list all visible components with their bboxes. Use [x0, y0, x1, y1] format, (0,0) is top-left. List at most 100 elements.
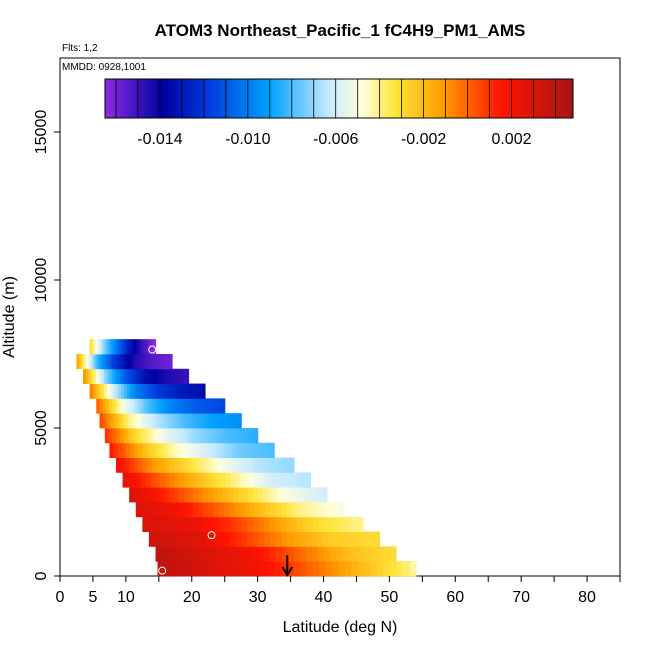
colorbar-swatch	[413, 79, 418, 118]
heatmap-cell-band-13	[151, 368, 155, 384]
heatmap-cell-band-3	[252, 516, 259, 532]
colorbar-swatch	[459, 79, 465, 118]
heatmap-cell-band-15	[102, 339, 106, 355]
colorbar-swatch	[378, 79, 383, 118]
heatmap-cell-band-14	[100, 354, 104, 370]
heatmap-cell-band-0	[318, 561, 326, 577]
heatmap-cell-band-1	[191, 546, 199, 562]
heatmap-cell-band-13	[183, 368, 187, 384]
x-tick-label: 0	[56, 589, 65, 606]
x-tick-label: 40	[315, 589, 333, 606]
heatmap-cell-band-1	[251, 546, 259, 562]
heatmap-cell-band-7	[129, 457, 135, 473]
heatmap-cell-band-10	[170, 413, 175, 429]
colorbar-swatch	[323, 79, 328, 118]
colorbar-swatch	[128, 79, 133, 118]
heatmap-cell-band-7	[271, 457, 277, 473]
y-tick-label: 10000	[33, 258, 50, 303]
heatmap-cell-band-14	[93, 354, 97, 370]
colorbar-swatch	[354, 79, 359, 118]
heatmap-cell-band-4	[229, 502, 235, 518]
heatmap-cell-band-5	[134, 487, 140, 503]
heatmap-cell-band-10	[163, 413, 168, 429]
heatmap-cell-band-4	[223, 502, 230, 518]
colorbar-swatch	[202, 79, 207, 118]
heatmap-cell-band-10	[205, 413, 210, 429]
colorbar-swatch	[222, 79, 227, 118]
heatmap-cell-band-11	[109, 398, 113, 414]
heatmap-cell-band-8	[125, 442, 131, 458]
heatmap-cell-band-7	[253, 457, 259, 473]
heatmap-cell-band-14	[109, 354, 113, 370]
colorbar-swatch	[549, 79, 554, 118]
heatmap-cell-band-9	[192, 428, 198, 444]
heatmap-cell-band-8	[142, 442, 148, 458]
heatmap-cell-band-15	[97, 339, 101, 355]
heatmap-cell-band-12	[155, 383, 160, 399]
heatmap-cell-band-10	[216, 413, 221, 429]
heatmap-cell-band-4	[161, 502, 168, 518]
heatmap-cell-band-6	[122, 472, 128, 488]
heatmap-cell-band-7	[204, 457, 210, 473]
heatmap-cell-band-15	[106, 339, 109, 355]
heatmap-cell-band-14	[102, 354, 106, 370]
heatmap-cell-band-2	[195, 531, 202, 547]
heatmap-cell-band-2	[344, 531, 352, 547]
heatmap-cell-band-2	[368, 531, 375, 547]
heatmap-cell-band-4	[156, 502, 163, 518]
heatmap-cell-band-8	[187, 442, 193, 458]
heatmap-cell-band-1	[185, 546, 193, 562]
colorbar-swatch	[452, 79, 457, 118]
heatmap-cell-band-2	[183, 531, 190, 547]
colorbar-swatch	[303, 79, 309, 118]
heatmap-cell-band-5	[267, 487, 274, 503]
heatmap-cell-band-2	[373, 531, 381, 547]
heatmap-cell-band-11	[179, 398, 184, 414]
colorbar-swatch	[350, 79, 356, 118]
heatmap-cell-band-13	[177, 368, 182, 384]
heatmap-cell-band-9	[108, 428, 114, 444]
colorbar-swatch	[522, 79, 527, 118]
flight-marker-3	[411, 562, 420, 571]
colorbar-swatch	[116, 79, 122, 118]
heatmap-cell-band-3	[236, 516, 243, 532]
heatmap-cell-band-1	[377, 546, 385, 562]
heatmap-cell-band-1	[359, 546, 367, 562]
heatmap-cell-band-14	[157, 354, 161, 370]
colorbar-swatch	[534, 79, 539, 118]
heatmap-cell-band-13	[90, 368, 95, 384]
heatmap-cell-band-4	[182, 502, 189, 518]
heatmap-cell-band-9	[185, 428, 190, 444]
heatmap-cell-band-14	[112, 354, 116, 370]
heatmap-cell-band-7	[258, 457, 264, 473]
heatmap-cell-band-10	[134, 413, 140, 429]
heatmap-cell-band-14	[136, 354, 140, 370]
heatmap-cell-band-0	[176, 561, 184, 577]
heatmap-cell-band-4	[332, 502, 339, 518]
heatmap-cell-band-7	[276, 457, 282, 473]
heatmap-cell-band-5	[183, 487, 190, 503]
heatmap-cell-band-15	[94, 339, 97, 355]
heatmap-cell-band-11	[134, 398, 139, 414]
heatmap-cell-band-11	[112, 398, 117, 414]
heatmap-cell-band-10	[219, 413, 225, 429]
colorbar-swatch	[319, 79, 324, 118]
heatmap-cell-band-13	[167, 368, 171, 384]
heatmap-cell-band-15	[120, 339, 124, 355]
heatmap-cell-band-11	[99, 398, 104, 414]
heatmap-cell-band-6	[249, 472, 255, 488]
flight-markers	[148, 345, 420, 575]
heatmap-cell-band-3	[335, 516, 342, 532]
heatmap-cell-band-8	[138, 442, 143, 458]
heatmap-cell-band-3	[313, 516, 320, 532]
heatmap-cell-band-13	[88, 368, 92, 384]
heatmap-cell-band-5	[282, 487, 288, 503]
heatmap-cell-band-8	[183, 442, 189, 458]
heatmap-cell-band-9	[234, 428, 240, 444]
colorbar-swatch	[331, 79, 336, 118]
heatmap-cell-band-14	[90, 354, 94, 370]
heatmap-cell-band-12	[132, 383, 137, 399]
heatmap-cell-band-6	[244, 472, 250, 488]
colorbar-swatch	[300, 79, 305, 118]
colorbar-swatch	[463, 79, 469, 118]
